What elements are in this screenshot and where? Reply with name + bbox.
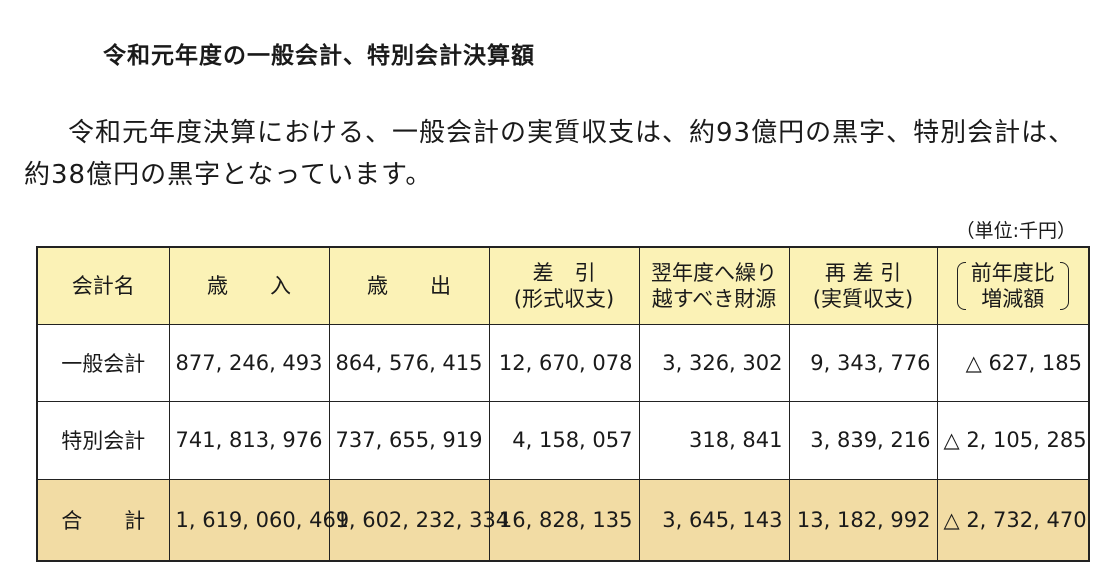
cell-expenditure: 737, 655, 919 bbox=[328, 401, 490, 480]
cell-formal-balance: 4, 158, 057 bbox=[488, 401, 640, 480]
table-header-row: 会計名 歳 入 歳 出 差 引 (形式収支) 翌年度へ繰り 越すべき財源 再 差 引… bbox=[36, 246, 1090, 325]
row-label: 特別会計 bbox=[36, 401, 170, 480]
header-subtext: 増減額 bbox=[981, 287, 1045, 311]
cell-revenue: 1, 619, 060, 469 bbox=[168, 478, 349, 562]
cell-yoy-change: △ 2, 732, 470 bbox=[936, 478, 1090, 562]
unit-label: （単位:千円） bbox=[955, 220, 1076, 242]
cell-carryover: 3, 645, 143 bbox=[638, 478, 790, 562]
cell-yoy-change: △ 627, 185 bbox=[936, 323, 1090, 403]
row-label: 合 計 bbox=[36, 478, 170, 562]
header-subtext: (実質収支) bbox=[812, 287, 914, 311]
header-yoy-change: 前年度比 増減額 bbox=[936, 246, 1090, 325]
cell-yoy-change: △ 2, 105, 285 bbox=[936, 401, 1090, 480]
row-label: 一般会計 bbox=[36, 323, 170, 403]
table-row-total: 合 計 1, 619, 060, 469 1, 602, 232, 334 16… bbox=[36, 478, 1090, 562]
table-row-special: 特別会計 741, 813, 976 737, 655, 919 4, 158,… bbox=[36, 401, 1090, 480]
header-text: 差 引 bbox=[532, 261, 596, 285]
cell-revenue: 877, 246, 493 bbox=[168, 323, 330, 403]
header-account-name: 会計名 bbox=[36, 246, 170, 325]
summary-paragraph: 令和元年度決算における、一般会計の実質収支は、約93億円の黒字、特別会計は、約3… bbox=[24, 112, 1099, 196]
cell-expenditure: 864, 576, 415 bbox=[328, 323, 490, 403]
cell-real-balance: 13, 182, 992 bbox=[788, 478, 938, 562]
page-title: 令和元年度の一般会計、特別会計決算額 bbox=[103, 43, 535, 69]
cell-formal-balance: 12, 670, 078 bbox=[488, 323, 640, 403]
header-formal-balance: 差 引 (形式収支) bbox=[488, 246, 640, 325]
header-text: 歳 入 bbox=[207, 274, 291, 298]
cell-expenditure: 1, 602, 232, 334 bbox=[328, 478, 509, 562]
summary-text: 令和元年度決算における、一般会計の実質収支は、約93億円の黒字、特別会計は、約3… bbox=[24, 118, 1076, 190]
cell-carryover: 318, 841 bbox=[638, 401, 790, 480]
header-expenditure: 歳 出 bbox=[328, 246, 490, 325]
header-text: 歳 出 bbox=[367, 274, 451, 298]
header-text: 再 差 引 bbox=[824, 261, 902, 285]
cell-revenue: 741, 813, 976 bbox=[168, 401, 330, 480]
cell-carryover: 3, 326, 302 bbox=[638, 323, 790, 403]
header-text: 会計名 bbox=[71, 274, 135, 298]
table-row-general: 一般会計 877, 246, 493 864, 576, 415 12, 670… bbox=[36, 323, 1090, 403]
settlement-table: 会計名 歳 入 歳 出 差 引 (形式収支) 翌年度へ繰り 越すべき財源 再 差 引… bbox=[36, 246, 1090, 562]
cell-real-balance: 3, 839, 216 bbox=[788, 401, 938, 480]
bracket-header: 前年度比 増減額 bbox=[956, 260, 1069, 312]
cell-real-balance: 9, 343, 776 bbox=[788, 323, 938, 403]
header-subtext: (形式収支) bbox=[513, 287, 615, 311]
header-subtext: 越すべき財源 bbox=[651, 287, 777, 311]
cell-formal-balance: 16, 828, 135 bbox=[488, 478, 640, 562]
header-real-balance: 再 差 引 (実質収支) bbox=[788, 246, 938, 325]
header-text: 前年度比 bbox=[970, 261, 1055, 285]
header-text: 翌年度へ繰り bbox=[651, 261, 777, 285]
header-revenue: 歳 入 bbox=[168, 246, 330, 325]
header-carryover: 翌年度へ繰り 越すべき財源 bbox=[638, 246, 790, 325]
